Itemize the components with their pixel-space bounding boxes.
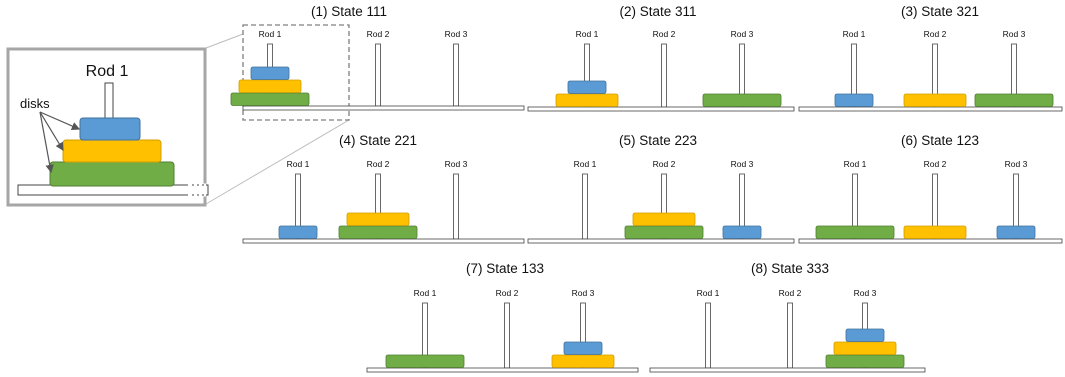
rod-label-2: Rod 2 (653, 159, 676, 169)
disk-small (845, 328, 885, 342)
zoom-disk-medium (62, 139, 162, 163)
rod-label-3: Rod 3 (854, 288, 877, 298)
rod-2 (375, 43, 381, 107)
state-1-highlight (242, 24, 350, 121)
disk-large (974, 93, 1054, 107)
rod-label-1: Rod 1 (574, 159, 597, 169)
rod-3 (453, 173, 459, 240)
rod-label-1: Rod 1 (414, 288, 437, 298)
disk-large (815, 225, 895, 239)
state-panel-6: (6) State 123 Rod 1 Rod 2 Rod 3 (798, 133, 1063, 244)
rod-label-3: Rod 3 (445, 159, 468, 169)
zoom-connector-bottom (205, 119, 350, 205)
state-title: (4) State 221 (339, 133, 417, 148)
disk-small (567, 80, 607, 94)
disk-medium (555, 93, 619, 107)
zoom-disk-small (79, 117, 141, 141)
state-title: (2) State 311 (619, 4, 696, 19)
rod-label-2: Rod 2 (653, 29, 676, 39)
base-plate (527, 238, 795, 244)
rod-label-2: Rod 2 (367, 159, 390, 169)
state-title: (1) State 111 (311, 4, 387, 19)
base-plate (242, 238, 525, 244)
disk-large (702, 93, 782, 107)
rod-label-1: Rod 1 (844, 159, 867, 169)
rod-label-2: Rod 2 (924, 29, 947, 39)
state-panel-8: (8) State 333 Rod 1 Rod 2 Rod 3 (649, 261, 926, 373)
disk-medium (903, 93, 967, 107)
disk-small (250, 66, 290, 80)
rod-label-1: Rod 1 (843, 29, 866, 39)
state-panel-4: (4) State 221 Rod 1 Rod 2 Rod 3 (242, 133, 525, 244)
state-panel-1: (1) State 111 Rod 1 Rod 2 Rod 3 (230, 4, 525, 111)
arrow-to-medium-disk (39, 111, 64, 152)
disk-large (230, 92, 310, 106)
disk-large (825, 354, 905, 368)
disk-large (624, 225, 704, 239)
disk-medium (833, 341, 897, 355)
rod-1 (582, 173, 588, 240)
rod-label-1: Rod 1 (576, 29, 599, 39)
rod-label-1: Rod 1 (287, 159, 310, 169)
rod-1 (705, 302, 711, 369)
rod-3 (453, 43, 459, 107)
disk-large (385, 354, 465, 368)
base-plate (527, 106, 795, 112)
state-panel-7: (7) State 133 Rod 1 Rod 2 Rod 3 (366, 261, 639, 373)
rod-label-2: Rod 2 (367, 29, 390, 39)
base-plate (798, 106, 1063, 112)
zoom-connector-top (205, 33, 244, 49)
rod-label-1: Rod 1 (259, 29, 282, 39)
state-title: (6) State 123 (901, 133, 979, 148)
state-title: (7) State 133 (466, 261, 544, 276)
arrow-to-small-disk (39, 111, 81, 130)
state-title: (5) State 223 (619, 133, 697, 148)
state-panel-3: (3) State 321 Rod 1 Rod 2 Rod 3 (798, 4, 1063, 112)
rod-label-3: Rod 3 (445, 29, 468, 39)
rod-label-3: Rod 3 (731, 29, 754, 39)
base-plate (242, 105, 525, 111)
rod-label-2: Rod 2 (496, 288, 519, 298)
state-title: (8) State 333 (751, 261, 829, 276)
disk-small (996, 225, 1036, 239)
disk-medium (632, 212, 696, 226)
rod-label-3: Rod 3 (572, 288, 595, 298)
rod-2 (787, 302, 793, 369)
rod-2 (661, 43, 667, 108)
rod-label-3: Rod 3 (731, 159, 754, 169)
zoom-title: Rod 1 (86, 63, 129, 80)
rod-label-2: Rod 2 (779, 288, 802, 298)
rod-label-2: Rod 2 (924, 159, 947, 169)
rod-label-3: Rod 3 (1003, 29, 1026, 39)
disk-small (563, 341, 603, 355)
arrow-to-large-disk (39, 111, 54, 174)
disk-medium (346, 212, 410, 226)
disk-medium (903, 225, 967, 239)
base-plate (366, 367, 639, 373)
state-panel-5: (5) State 223 Rod 1 Rod 2 Rod 3 (527, 133, 795, 244)
disk-medium (238, 79, 302, 93)
disk-large (338, 225, 418, 239)
zoom-disks-label: disks (20, 96, 50, 111)
zoom-inset: Rod 1 disks (6, 33, 350, 207)
disk-medium (551, 354, 615, 368)
base-plate (798, 238, 1063, 244)
disk-small (834, 93, 874, 107)
base-plate (649, 367, 926, 373)
state-panel-2: (2) State 311 Rod 1 Rod 2 Rod 3 (527, 4, 795, 112)
rod-label-3: Rod 3 (1005, 159, 1028, 169)
rod-2 (504, 302, 510, 369)
state-title: (3) State 321 (901, 4, 979, 19)
disk-small (278, 225, 318, 239)
zoom-disk-large (49, 161, 175, 187)
disk-small (722, 225, 762, 239)
rod-label-1: Rod 1 (697, 288, 720, 298)
